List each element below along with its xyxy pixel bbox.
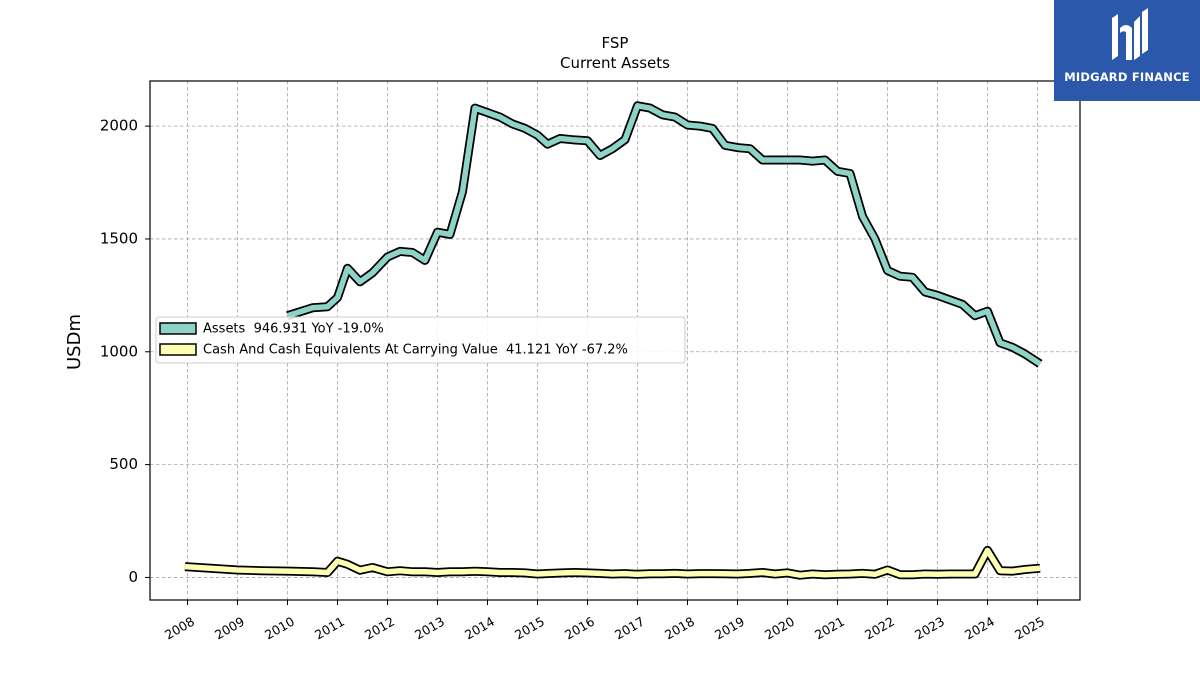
y-tick-label: 1000	[100, 342, 138, 360]
x-tick-label: 2023	[912, 614, 947, 643]
legend-label-assets: Assets 946.931 YoY -19.0%	[203, 322, 384, 337]
x-tick-label: 2013	[412, 614, 447, 643]
series-line	[184, 547, 1041, 578]
y-axis-label: USDm	[64, 314, 85, 370]
x-tick-label: 2015	[512, 614, 547, 643]
x-axis: 2008 2009 2010 2011 2012 2013 2014 2015 2016 2017…	[162, 600, 1047, 643]
y-axis: 0 500 1000 1500 2000	[100, 117, 150, 586]
x-tick-label: 2018	[662, 614, 697, 643]
x-tick-label: 2012	[362, 614, 397, 643]
legend-frame	[155, 316, 686, 364]
chart-title: FSP	[602, 34, 629, 52]
legend: Assets 946.931 YoY -19.0% Cash And Cash …	[155, 316, 686, 364]
logo-text: MIDGARD FINANCE	[1064, 70, 1190, 84]
y-tick-label: 1500	[100, 229, 138, 247]
grid	[150, 81, 1080, 600]
x-tick-label: 2009	[212, 614, 247, 643]
x-tick-label: 2017	[612, 614, 647, 643]
x-tick-label: 2008	[162, 614, 197, 643]
series-lines	[184, 101, 1043, 580]
x-tick-label: 2014	[462, 614, 497, 643]
legend-swatch-cash	[159, 343, 197, 356]
chart-subtitle: Current Assets	[560, 54, 670, 72]
x-tick-label: 2022	[862, 614, 897, 643]
x-tick-label: 2010	[262, 614, 297, 643]
series-line	[286, 103, 1042, 367]
x-tick-label: 2011	[312, 614, 347, 643]
y-tick-label: 2000	[100, 117, 138, 135]
x-tick-label: 2019	[712, 614, 747, 643]
x-tick-label: 2021	[812, 614, 847, 643]
y-tick-label: 500	[109, 455, 138, 473]
midgard-finance-logo: MIDGARD FINANCE	[1054, 0, 1200, 101]
x-tick-label: 2024	[962, 614, 997, 643]
plot-frame	[149, 80, 1081, 601]
legend-swatch-assets	[159, 322, 197, 335]
logo-mark-icon	[1112, 8, 1148, 60]
x-tick-label: 2016	[562, 614, 597, 643]
legend-label-cash: Cash And Cash Equivalents At Carrying Va…	[203, 343, 628, 358]
x-tick-label: 2020	[762, 614, 797, 643]
y-tick-label: 0	[128, 568, 138, 586]
x-tick-label: 2025	[1012, 614, 1047, 643]
